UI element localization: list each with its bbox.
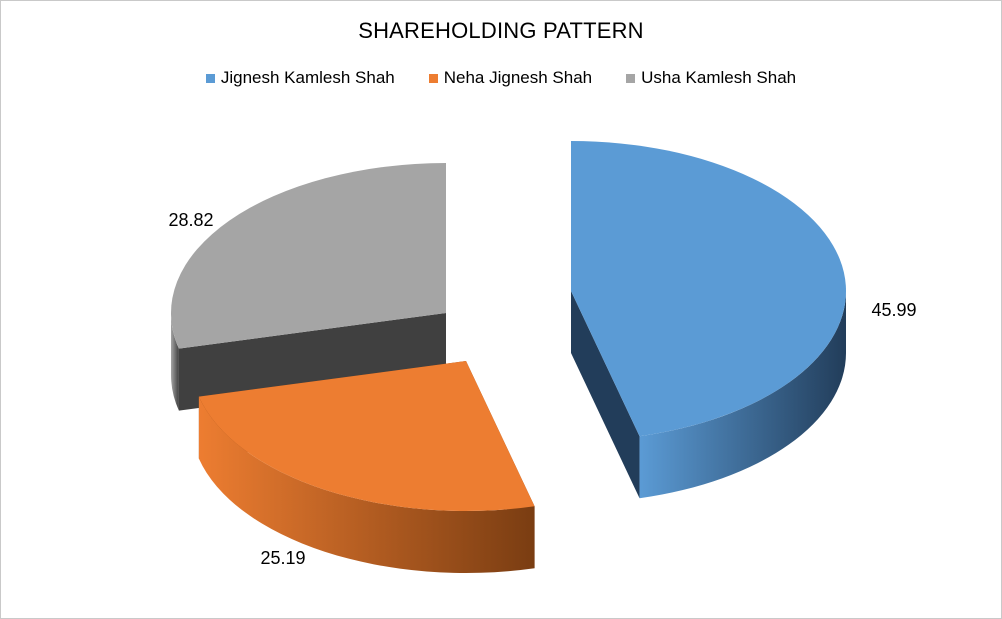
pie-slice-usha-rim (171, 313, 179, 411)
legend: Jignesh Kamlesh Shah Neha Jignesh Shah U… (1, 68, 1001, 88)
legend-swatch-usha (626, 73, 636, 83)
legend-label-neha: Neha Jignesh Shah (443, 68, 593, 87)
legend-swatch-jignesh (205, 73, 215, 83)
pie-slice-usha-top (171, 163, 446, 349)
legend-swatch-neha (428, 73, 438, 83)
legend-item-jignesh: Jignesh Kamlesh Shah (205, 68, 395, 88)
legend-label-jignesh: Jignesh Kamlesh Shah (220, 68, 395, 87)
legend-item-usha: Usha Kamlesh Shah (626, 68, 796, 88)
legend-item-neha: Neha Jignesh Shah (428, 68, 593, 88)
pie-slice-jignesh-rim (639, 291, 846, 499)
data-label-jignesh: 45.99 (871, 300, 916, 320)
chart-title: SHAREHOLDING PATTERN (358, 18, 644, 43)
pie-slice-neha (198, 361, 535, 573)
data-label-usha: 28.82 (168, 210, 213, 230)
pie-slice-neha-rim (198, 396, 535, 573)
pie-slice-neha-top (198, 361, 535, 511)
data-label-neha: 25.19 (260, 548, 305, 568)
legend-label-usha: Usha Kamlesh Shah (641, 68, 797, 87)
pie-slice-jignesh-top (571, 141, 846, 437)
pie-slice-jignesh (571, 141, 846, 499)
pie-slice-jignesh-wall-1 (571, 291, 640, 499)
pie-slice-usha-wall-0 (178, 313, 446, 411)
pie-slice-usha (171, 163, 446, 411)
